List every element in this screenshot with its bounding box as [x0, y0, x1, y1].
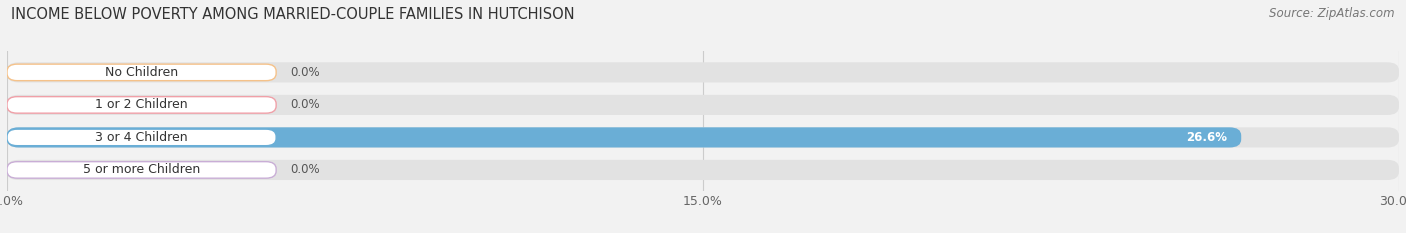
FancyBboxPatch shape — [7, 62, 1399, 82]
FancyBboxPatch shape — [7, 64, 276, 81]
Text: 3 or 4 Children: 3 or 4 Children — [96, 131, 188, 144]
FancyBboxPatch shape — [7, 127, 1241, 147]
Text: 0.0%: 0.0% — [290, 98, 319, 111]
FancyBboxPatch shape — [7, 97, 276, 113]
Text: 1 or 2 Children: 1 or 2 Children — [96, 98, 188, 111]
FancyBboxPatch shape — [7, 95, 1399, 115]
FancyBboxPatch shape — [7, 160, 1399, 180]
Text: 26.6%: 26.6% — [1187, 131, 1227, 144]
Text: INCOME BELOW POVERTY AMONG MARRIED-COUPLE FAMILIES IN HUTCHISON: INCOME BELOW POVERTY AMONG MARRIED-COUPL… — [11, 7, 575, 22]
Text: 5 or more Children: 5 or more Children — [83, 163, 200, 176]
FancyBboxPatch shape — [7, 162, 276, 178]
Text: 0.0%: 0.0% — [290, 66, 319, 79]
FancyBboxPatch shape — [7, 127, 1399, 147]
Text: Source: ZipAtlas.com: Source: ZipAtlas.com — [1270, 7, 1395, 20]
Text: No Children: No Children — [105, 66, 179, 79]
FancyBboxPatch shape — [7, 129, 276, 146]
Text: 0.0%: 0.0% — [290, 163, 319, 176]
